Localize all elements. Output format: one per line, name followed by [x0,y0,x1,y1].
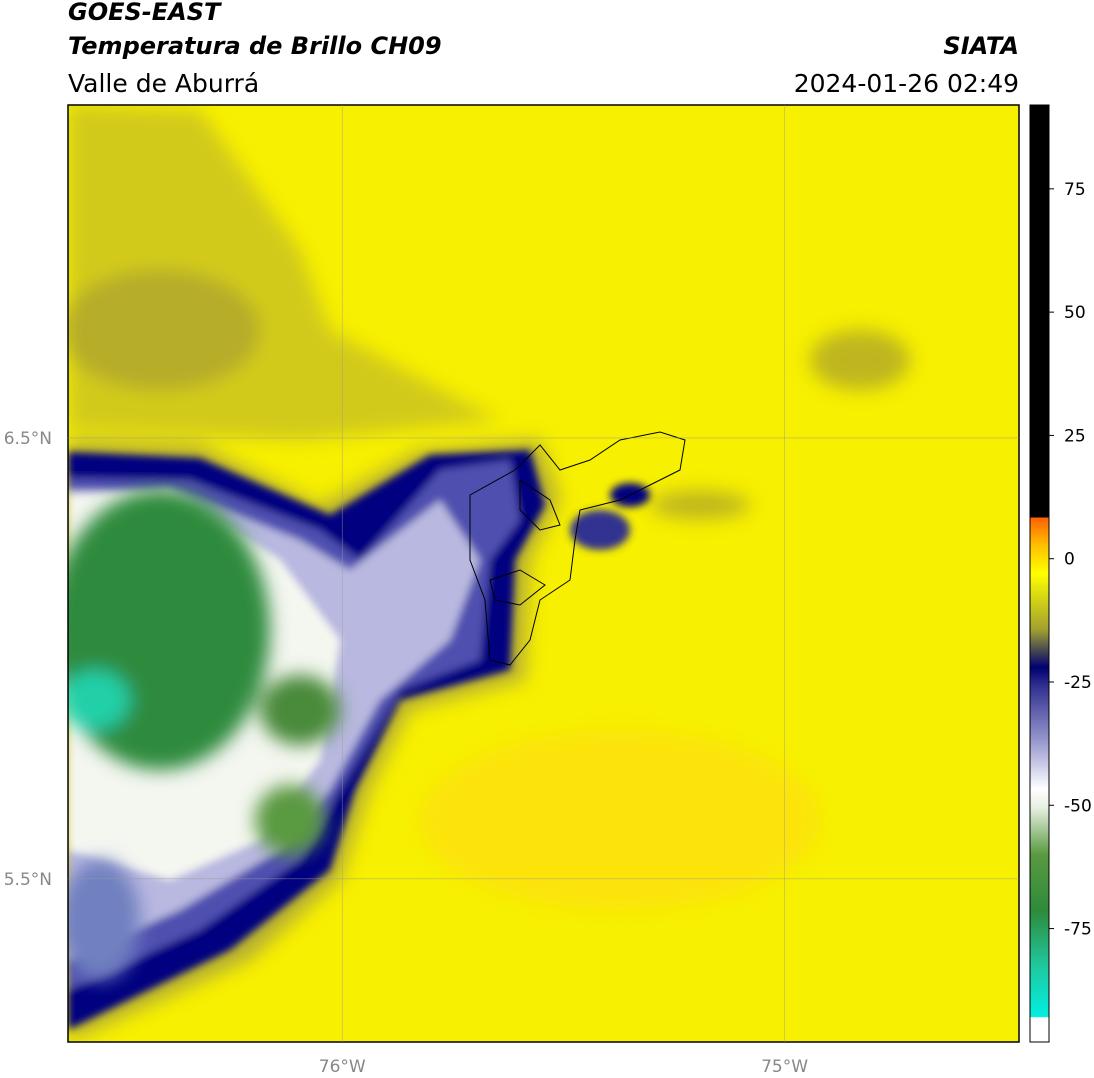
colorbar [1029,104,1050,1043]
colorbar-tick-label: 25 [1064,426,1086,446]
source: SIATA [943,32,1019,60]
x-tick-label: 75°W [761,1057,808,1077]
colorbar-tick-label: 0 [1064,550,1075,570]
colorbar-tick-label: 75 [1064,180,1086,200]
title: GOES-EAST [68,0,222,26]
y-tick-label: 5.5°N [4,870,52,890]
colorbar-tick-label: -50 [1064,796,1092,816]
timestamp: 2024-01-26 02:49 [794,69,1019,98]
colorbar-tick-label: -25 [1064,673,1092,693]
colorbar-tick-label: 50 [1064,303,1086,323]
map-frame [67,104,1020,1043]
y-tick-label: 6.5°N [4,429,52,449]
region: Valle de Aburrá [68,69,259,98]
subtitle: Temperatura de Brillo CH09 [68,32,442,60]
colorbar-tick-label: -75 [1064,920,1092,940]
x-tick-label: 76°W [319,1057,366,1077]
map-image [68,105,1019,1042]
municipal-boundaries [469,431,686,666]
